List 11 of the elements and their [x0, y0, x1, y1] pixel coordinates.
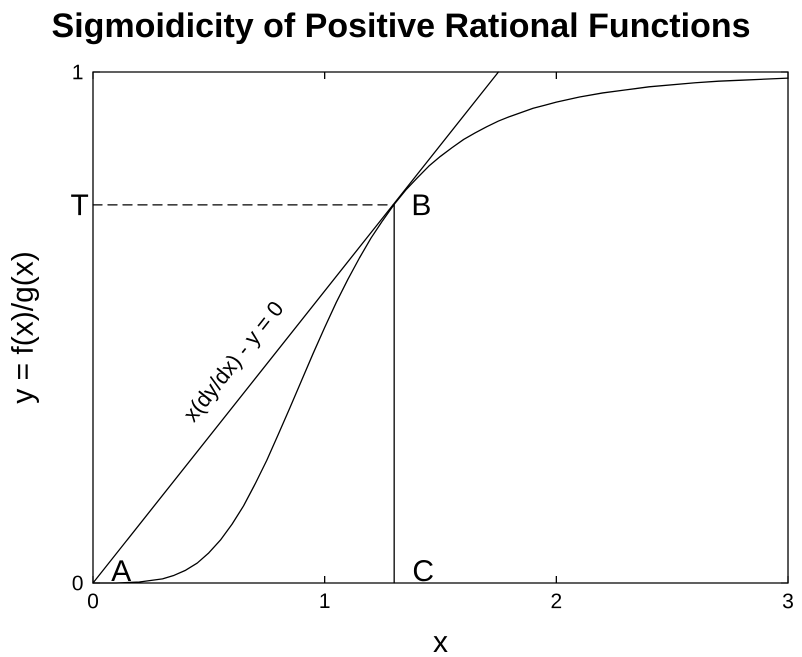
chart-title: Sigmoidicity of Positive Rational Functions — [52, 12, 750, 44]
annotation: C — [414, 560, 433, 582]
annotation: T — [71, 194, 88, 216]
x-tick-label: 1 — [320, 594, 330, 608]
annotation: A — [111, 560, 132, 581]
y-axis-title: y = f(x)/g(x) — [11, 253, 39, 404]
annotation: B — [414, 194, 430, 216]
x-axis-title: x — [433, 636, 448, 652]
x-tick-label: 0 — [88, 594, 98, 608]
x-tick-label: 2 — [552, 594, 562, 608]
x-tick-label: 3 — [782, 594, 793, 608]
